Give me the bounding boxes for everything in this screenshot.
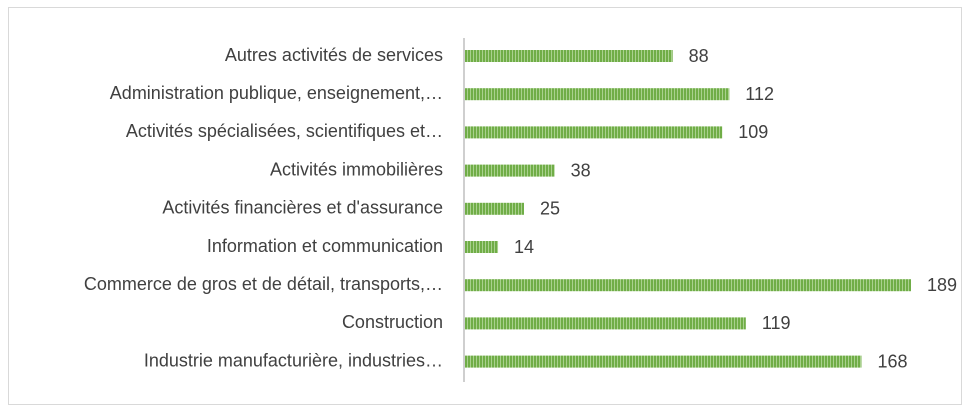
bar <box>465 202 524 215</box>
category-label: Commerce de gros et de détail, transport… <box>84 274 443 294</box>
data-label: 168 <box>877 351 907 371</box>
bar <box>465 164 555 177</box>
category-label: Autres activités de services <box>225 45 443 65</box>
data-label: 119 <box>762 313 791 333</box>
bar <box>465 279 911 292</box>
bar <box>465 241 499 253</box>
data-label: 109 <box>738 122 768 142</box>
category-label: Activités financières et d'assurance <box>162 198 443 218</box>
data-label: 25 <box>540 199 560 219</box>
data-label: 38 <box>571 160 591 180</box>
data-label: 88 <box>689 46 709 66</box>
bar <box>465 50 673 62</box>
bar <box>465 88 730 101</box>
bar <box>465 126 723 139</box>
bar <box>465 317 746 330</box>
data-label: 189 <box>927 275 957 295</box>
category-label: Construction <box>342 312 443 332</box>
category-label: Industrie manufacturière, industries… <box>144 350 443 370</box>
category-label: Information et communication <box>207 236 443 256</box>
data-label: 14 <box>514 237 534 257</box>
bar <box>465 355 862 368</box>
category-label: Administration publique, enseignement,… <box>110 83 443 103</box>
category-label: Activités spécialisées, scientifiques et… <box>126 121 443 141</box>
category-label: Activités immobilières <box>270 159 443 179</box>
data-label: 112 <box>745 84 774 104</box>
